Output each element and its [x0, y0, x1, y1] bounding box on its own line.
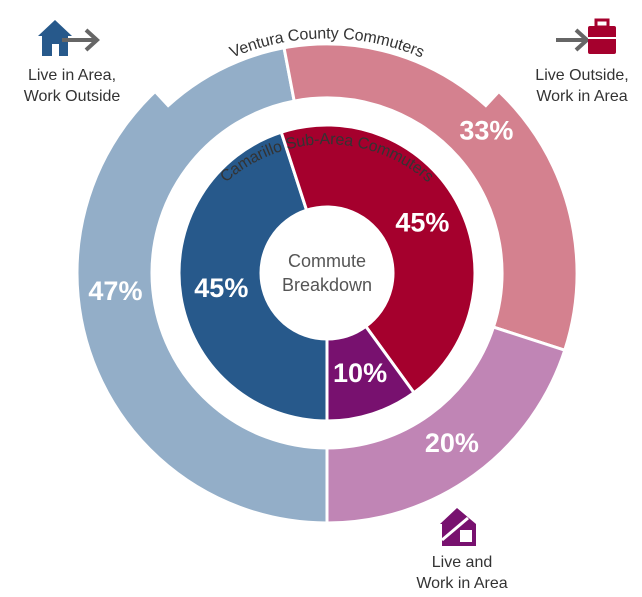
legend-label: Live Outside, [535, 67, 628, 84]
value-label: 47% [88, 276, 142, 306]
legend-label: Work Outside [24, 88, 121, 105]
center-label: Breakdown [282, 275, 372, 295]
center-label: Commute [288, 251, 366, 271]
donut-slice [325, 325, 567, 525]
legend-label: Work in Area [536, 88, 627, 105]
rings [75, 21, 579, 525]
legend-label: Live and [432, 554, 493, 571]
arrow-icon [62, 28, 100, 52]
value-label: 10% [333, 358, 387, 388]
value-label: 33% [459, 116, 513, 146]
value-label: 45% [194, 273, 248, 303]
donut-slice [75, 25, 329, 525]
briefcase-icon [588, 18, 616, 54]
donut-slice [325, 324, 417, 423]
value-label: 20% [425, 428, 479, 458]
house-icon [38, 20, 72, 56]
donut-slice [279, 123, 477, 395]
donut-slice [177, 130, 329, 423]
legend-label: Work in Area [416, 575, 507, 592]
house-work-icon [440, 508, 476, 546]
legend-label: Live in Area, [28, 67, 116, 84]
title-backing [153, 23, 501, 108]
arrow-icon [556, 28, 590, 52]
value-label: 45% [395, 208, 449, 238]
